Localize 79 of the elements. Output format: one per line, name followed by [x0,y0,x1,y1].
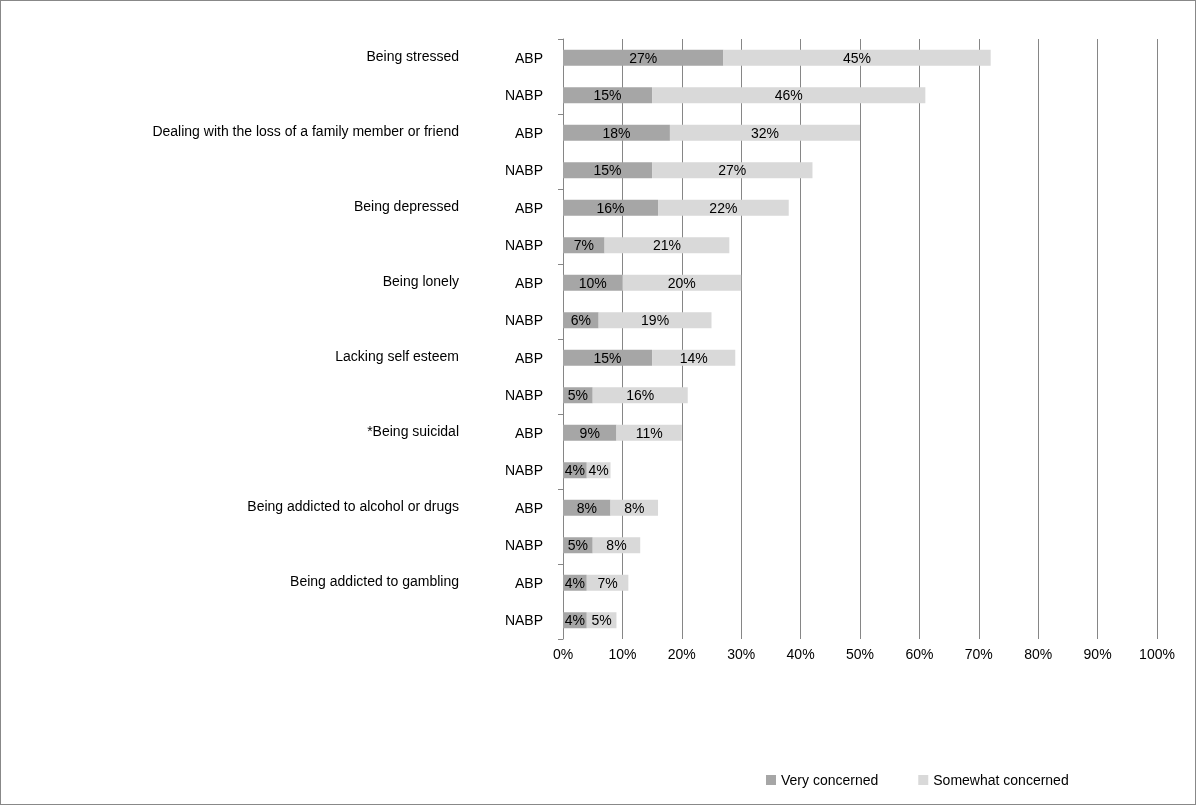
data-label: 22% [709,199,738,216]
x-tick-label: 80% [1024,646,1053,662]
data-label: 11% [635,424,663,441]
bar [723,49,991,66]
data-label: 7% [573,237,594,254]
bar [652,87,926,104]
y-tick-label: ABP [514,49,543,66]
x-tick-label: 0% [552,646,574,662]
data-label: 5% [567,387,588,404]
y-tick-label: NABP [504,237,543,254]
data-label: 5% [567,537,588,554]
data-label: 45% [843,49,872,66]
y-tick-label: ABP [514,574,543,591]
text: Being depressed [353,197,459,214]
data-label: 7% [597,574,618,591]
y-tick-label: ABP [514,124,543,141]
bar [652,162,813,179]
x-tick-label: 100% [1139,646,1175,662]
data-label: 6% [570,312,591,329]
x-tick-label: 20% [667,646,696,662]
data-label: 4% [564,574,585,591]
data-label: 18% [602,124,631,141]
bar [598,312,712,329]
data-label: 27% [629,49,658,66]
y-tick-label: NABP [504,87,543,104]
y-tick-label: ABP [514,274,543,291]
bar [563,49,724,66]
x-tick-label: 70% [964,646,993,662]
data-label: 15% [593,87,622,104]
bar [658,199,789,216]
legend-label: Very concerned [781,772,879,788]
y-tick-label: ABP [514,424,543,441]
y-tick-label: ABP [514,199,543,216]
text: Being addicted to gambling [290,572,459,589]
data-label: 15% [593,162,622,179]
data-label: 27% [718,162,747,179]
x-tick-label: 50% [845,646,875,662]
text: Being lonely [382,272,459,289]
x-tick-label: 30% [727,646,756,662]
data-label: 8% [606,537,627,554]
legend-label: Somewhat concerned [933,772,1069,788]
text: *Being suicidal [367,422,459,439]
bar [669,124,860,141]
text: Being addicted to alcohol or drugs [247,497,459,514]
y-tick-label: NABP [504,162,543,179]
data-label: 21% [652,237,681,254]
data-label: 8% [576,499,597,516]
y-tick-label: NABP [504,387,543,404]
data-label: 15% [593,349,622,366]
data-label: 4% [564,612,585,629]
data-label: 9% [579,424,600,441]
data-label: 46% [774,87,803,104]
y-tick-label: NABP [504,537,543,554]
bar [604,237,730,254]
text: Being stressed [366,47,459,64]
data-label: 4% [564,462,585,479]
data-label: 10% [578,274,607,291]
bar [563,124,670,141]
data-label: 14% [679,349,708,366]
data-label: 8% [624,499,645,516]
data-label: 19% [641,312,670,329]
data-label: 20% [667,274,696,291]
data-label: 4% [588,462,609,479]
x-tick-label: 60% [905,646,934,662]
bar [622,274,742,291]
data-label: 5% [591,612,612,629]
y-tick-label: ABP [514,349,543,366]
text: Dealing with the loss of a family member or friend [152,122,459,139]
data-label: 32% [750,124,779,141]
x-tick-label: 90% [1083,646,1112,662]
data-label: 16% [626,387,655,404]
x-tick-label: 10% [608,646,637,662]
y-tick-label: NABP [504,312,543,329]
y-tick-label: NABP [504,462,543,479]
y-tick-label: NABP [504,612,543,629]
y-tick-label: ABP [514,499,543,516]
data-label: 16% [596,199,625,216]
x-tick-label: 40% [786,646,815,662]
text: Lacking self esteem [335,347,459,364]
